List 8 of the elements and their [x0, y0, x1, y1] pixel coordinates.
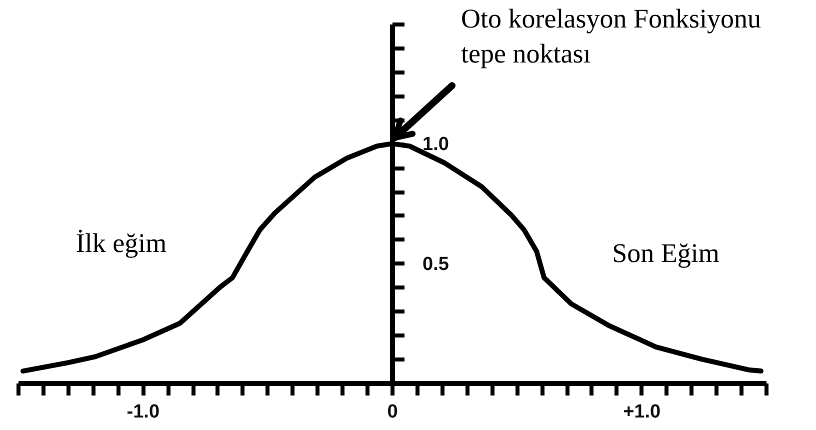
annotation: Son Eğim	[612, 238, 720, 268]
y-tick-label: 0.5	[422, 254, 450, 275]
x-tick-label: 0	[387, 402, 398, 422]
annotation: İlk eğim	[76, 228, 167, 258]
annotation: Oto korelasyon Fonksiyonu tepe noktası	[461, 4, 762, 69]
x-tick-label: -1.0	[126, 402, 160, 422]
x-tick-label: +1.0	[623, 402, 661, 422]
y-tick-label: 1.0	[422, 134, 449, 156]
